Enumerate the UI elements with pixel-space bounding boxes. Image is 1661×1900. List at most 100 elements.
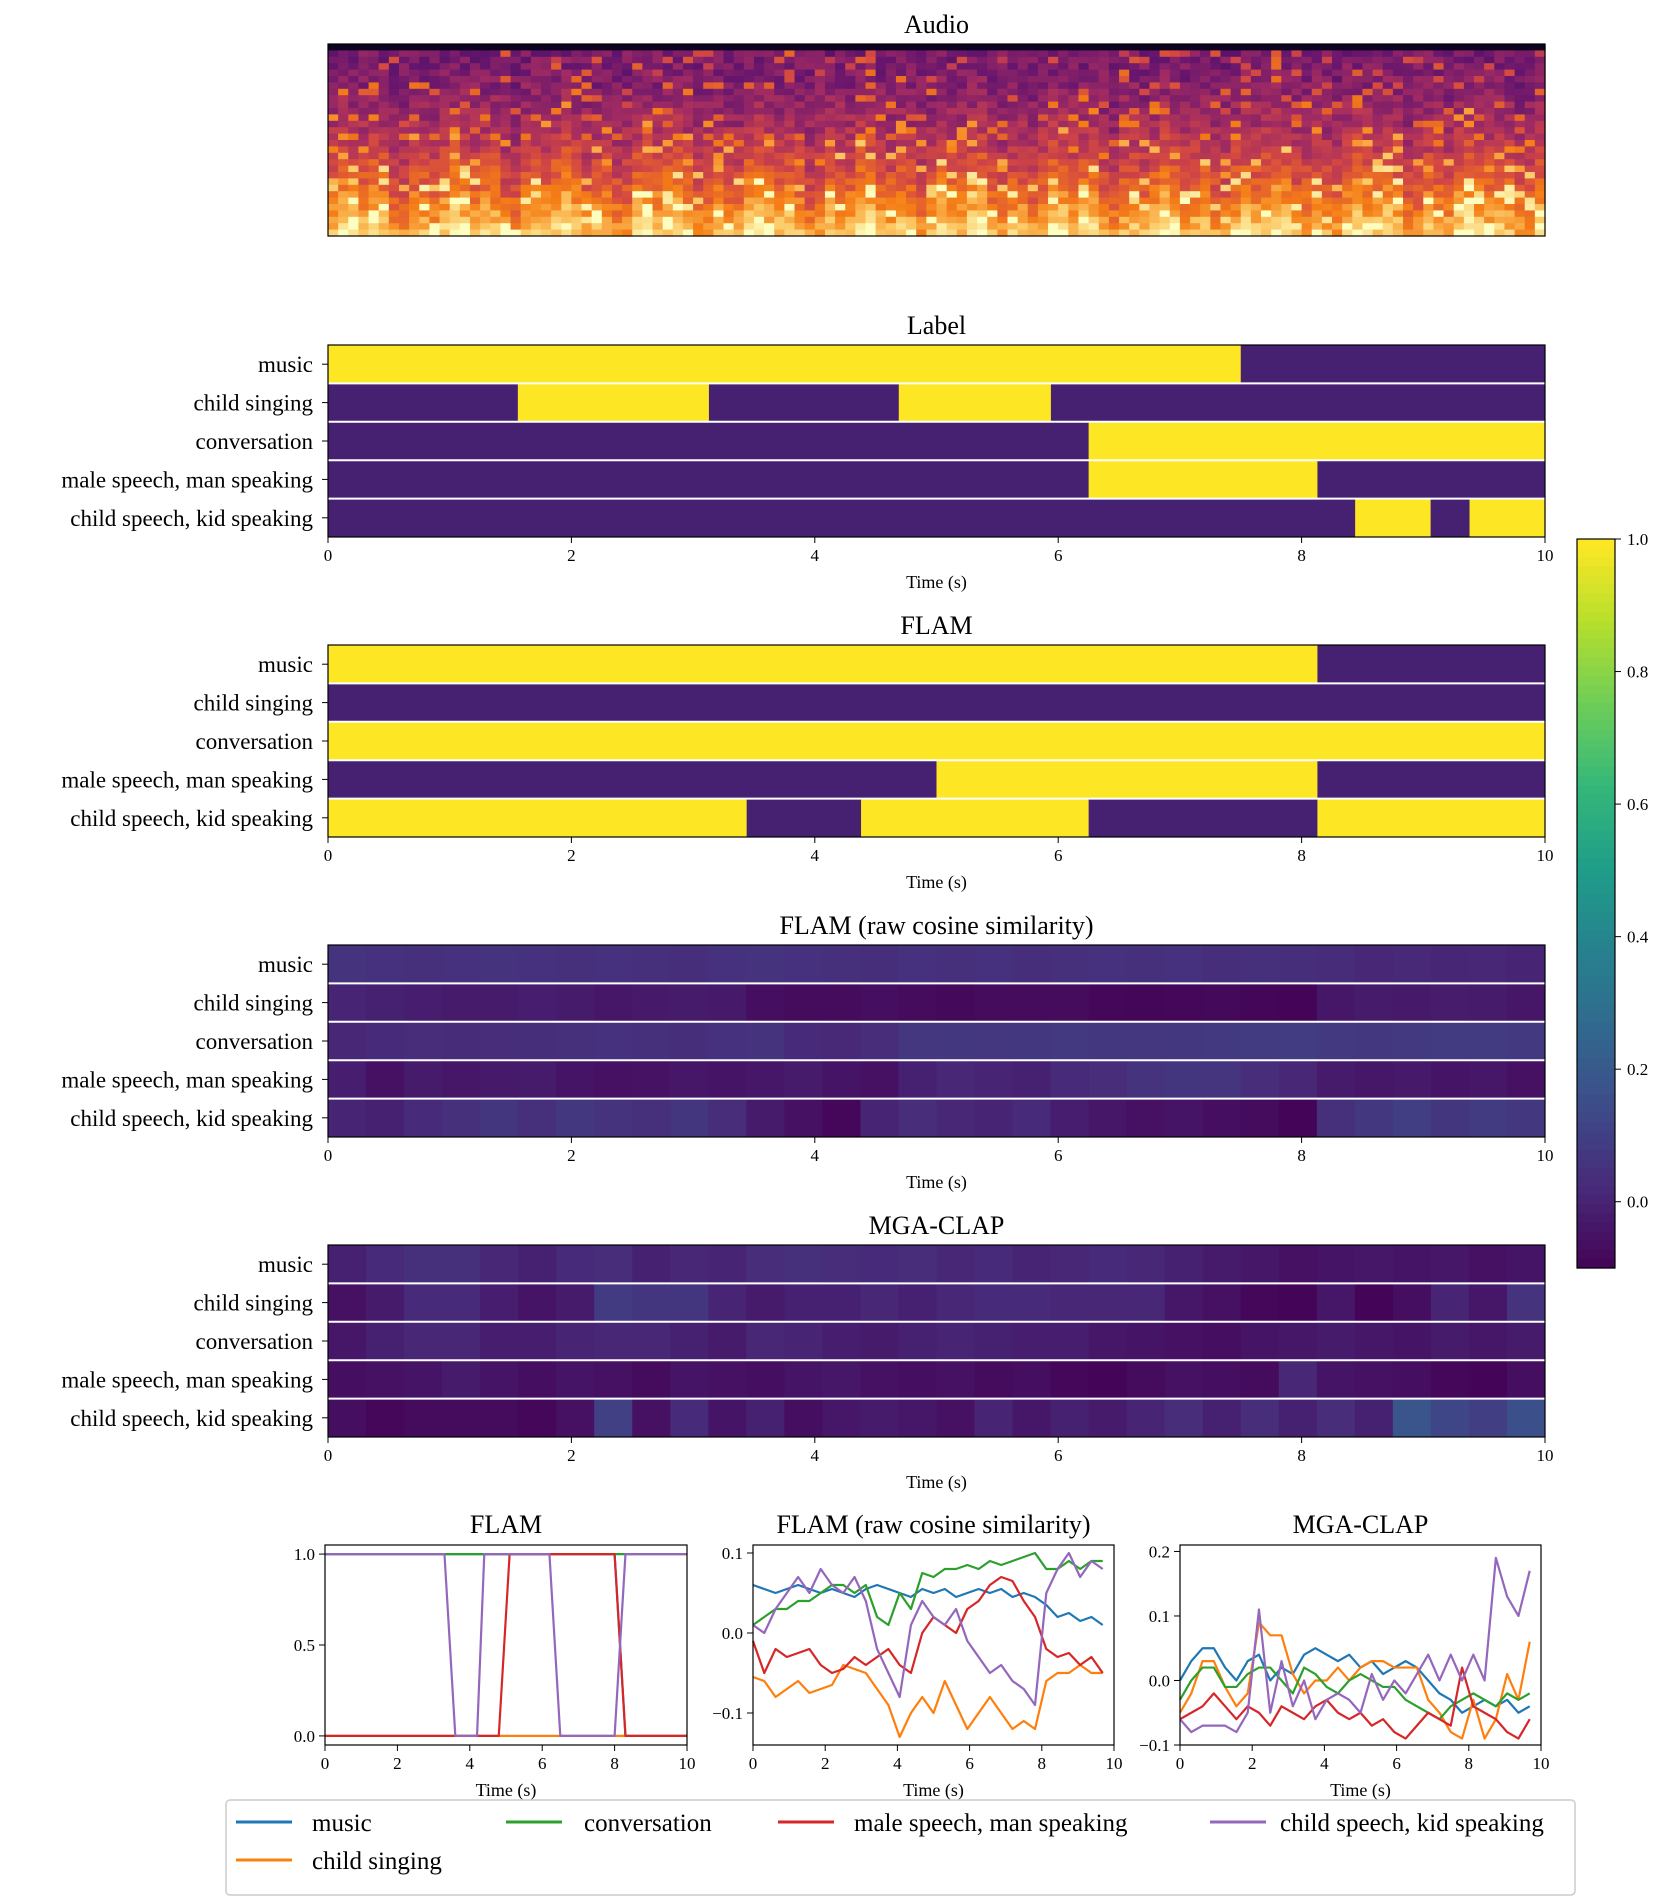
spectrogram-cell	[1007, 223, 1019, 231]
heatmap-cell	[784, 1021, 823, 1061]
spectrogram-cell	[1433, 108, 1445, 115]
heatmap-cell	[1506, 1360, 1546, 1399]
spectrogram-cell	[693, 159, 704, 167]
spectrogram-cell	[1392, 133, 1404, 141]
spectrogram-cell	[672, 152, 684, 160]
legend-entry-music: music	[236, 1810, 372, 1837]
spectrogram-cell	[1514, 223, 1526, 231]
spectrogram-cell	[865, 210, 877, 218]
spectrogram-cell	[804, 184, 816, 192]
spectrogram-cell	[1017, 82, 1029, 90]
spectrogram-cell	[490, 127, 502, 135]
spectrogram-cell	[895, 95, 907, 103]
x-tick-label: 6	[1054, 546, 1063, 565]
spectrogram-cell	[1504, 50, 1516, 58]
spectrogram-cell	[987, 114, 998, 122]
spectrogram-cell	[480, 172, 491, 179]
spectrogram-cell	[409, 108, 420, 115]
spectrogram-cell	[997, 63, 1009, 71]
spectrogram-cell	[1119, 223, 1130, 231]
spectrogram-cell	[540, 76, 552, 83]
spectrogram-cell	[1098, 108, 1110, 115]
spectrogram-cell	[1484, 127, 1495, 135]
spectrogram-cell	[713, 63, 725, 71]
spectrogram-cell	[388, 178, 400, 186]
spectrogram-cell	[753, 108, 765, 115]
spectrogram-cell	[885, 76, 897, 83]
x-tick-label: 4	[811, 846, 820, 865]
spectrogram-cell	[956, 184, 968, 192]
spectrogram-cell	[1139, 76, 1151, 83]
spectrogram-cell	[1524, 191, 1536, 199]
spectrogram-cell	[824, 69, 836, 77]
spectrogram-cell	[916, 178, 927, 186]
spectrogram-cell	[561, 210, 572, 218]
spectrogram-cell	[713, 69, 725, 77]
spectrogram-cell	[1240, 114, 1252, 122]
spectrogram-cell	[398, 178, 410, 186]
spectrogram-cell	[977, 50, 988, 58]
spectrogram-cell	[510, 44, 522, 51]
spectrogram-cell	[1037, 216, 1049, 224]
spectrogram-cell	[1352, 56, 1364, 64]
heatmap-cell	[1278, 1098, 1318, 1137]
spectrogram-cell	[551, 210, 562, 218]
spectrogram-cell	[601, 191, 613, 199]
heatmap-cell	[898, 1060, 937, 1099]
heatmap-cell	[936, 983, 976, 1022]
spectrogram-cell	[682, 210, 694, 218]
spectrogram-cell	[1261, 120, 1272, 128]
spectrogram-cell	[1088, 197, 1100, 205]
spectrogram-cell	[1413, 165, 1424, 173]
spectrogram-cell	[946, 127, 958, 135]
spectrogram-cell	[956, 44, 968, 51]
heatmap-cell	[328, 1398, 367, 1437]
spectrogram-cell	[906, 178, 917, 186]
spectrogram-cell	[480, 152, 491, 160]
spectrogram-cell	[1453, 172, 1465, 179]
spectrogram-cell	[1179, 56, 1191, 64]
heatmap-cell	[517, 383, 709, 422]
spectrogram-cell	[1240, 127, 1252, 135]
spectrogram-cell	[1524, 152, 1536, 160]
spectrogram-cell	[1139, 191, 1151, 199]
spectrogram-cell	[1078, 108, 1090, 115]
spectrogram-cell	[662, 56, 674, 64]
colorbar-band	[1577, 648, 1615, 659]
spectrogram-cell	[1250, 114, 1262, 122]
spectrogram-cell	[338, 108, 349, 115]
spectrogram-cell	[1281, 114, 1293, 122]
spectrogram-cell	[561, 69, 572, 77]
spectrogram-cell	[936, 216, 948, 224]
spectrogram-cell	[328, 191, 339, 199]
spectrogram-cell	[936, 184, 948, 192]
heatmap-cell	[1012, 1021, 1052, 1061]
spectrogram-cell	[642, 120, 654, 128]
heatmap-cell	[632, 983, 671, 1022]
spectrogram-cell	[1017, 108, 1029, 115]
spectrogram-cell	[1129, 82, 1140, 90]
heatmap-cell	[1392, 1098, 1432, 1137]
spectrogram-cell	[1098, 216, 1110, 224]
spectrogram-cell	[1149, 44, 1161, 51]
spectrogram-cell	[328, 82, 339, 90]
spectrogram-cell	[1108, 63, 1120, 71]
heatmap-cell	[1126, 1283, 1166, 1322]
spectrogram-cell	[824, 88, 836, 96]
heatmap-cell	[1392, 1021, 1432, 1061]
spectrogram-cell	[693, 88, 704, 96]
spectrogram-cell	[713, 184, 725, 192]
spectrogram-cell	[632, 172, 643, 179]
spectrogram-cell	[652, 50, 664, 58]
spectrogram-cell	[1149, 178, 1161, 186]
spectrogram-cell	[936, 191, 948, 199]
spectrogram-cell	[1474, 178, 1485, 186]
spectrogram-cell	[672, 63, 684, 71]
spectrogram-cell	[581, 197, 593, 205]
spectrogram-cell	[520, 165, 532, 173]
spectrogram-cell	[1372, 101, 1384, 109]
spectrogram-cell	[561, 197, 572, 205]
spectrogram-cell	[1301, 101, 1313, 109]
spectrogram-cell	[1362, 120, 1374, 128]
spectrogram-cell	[1179, 197, 1191, 205]
